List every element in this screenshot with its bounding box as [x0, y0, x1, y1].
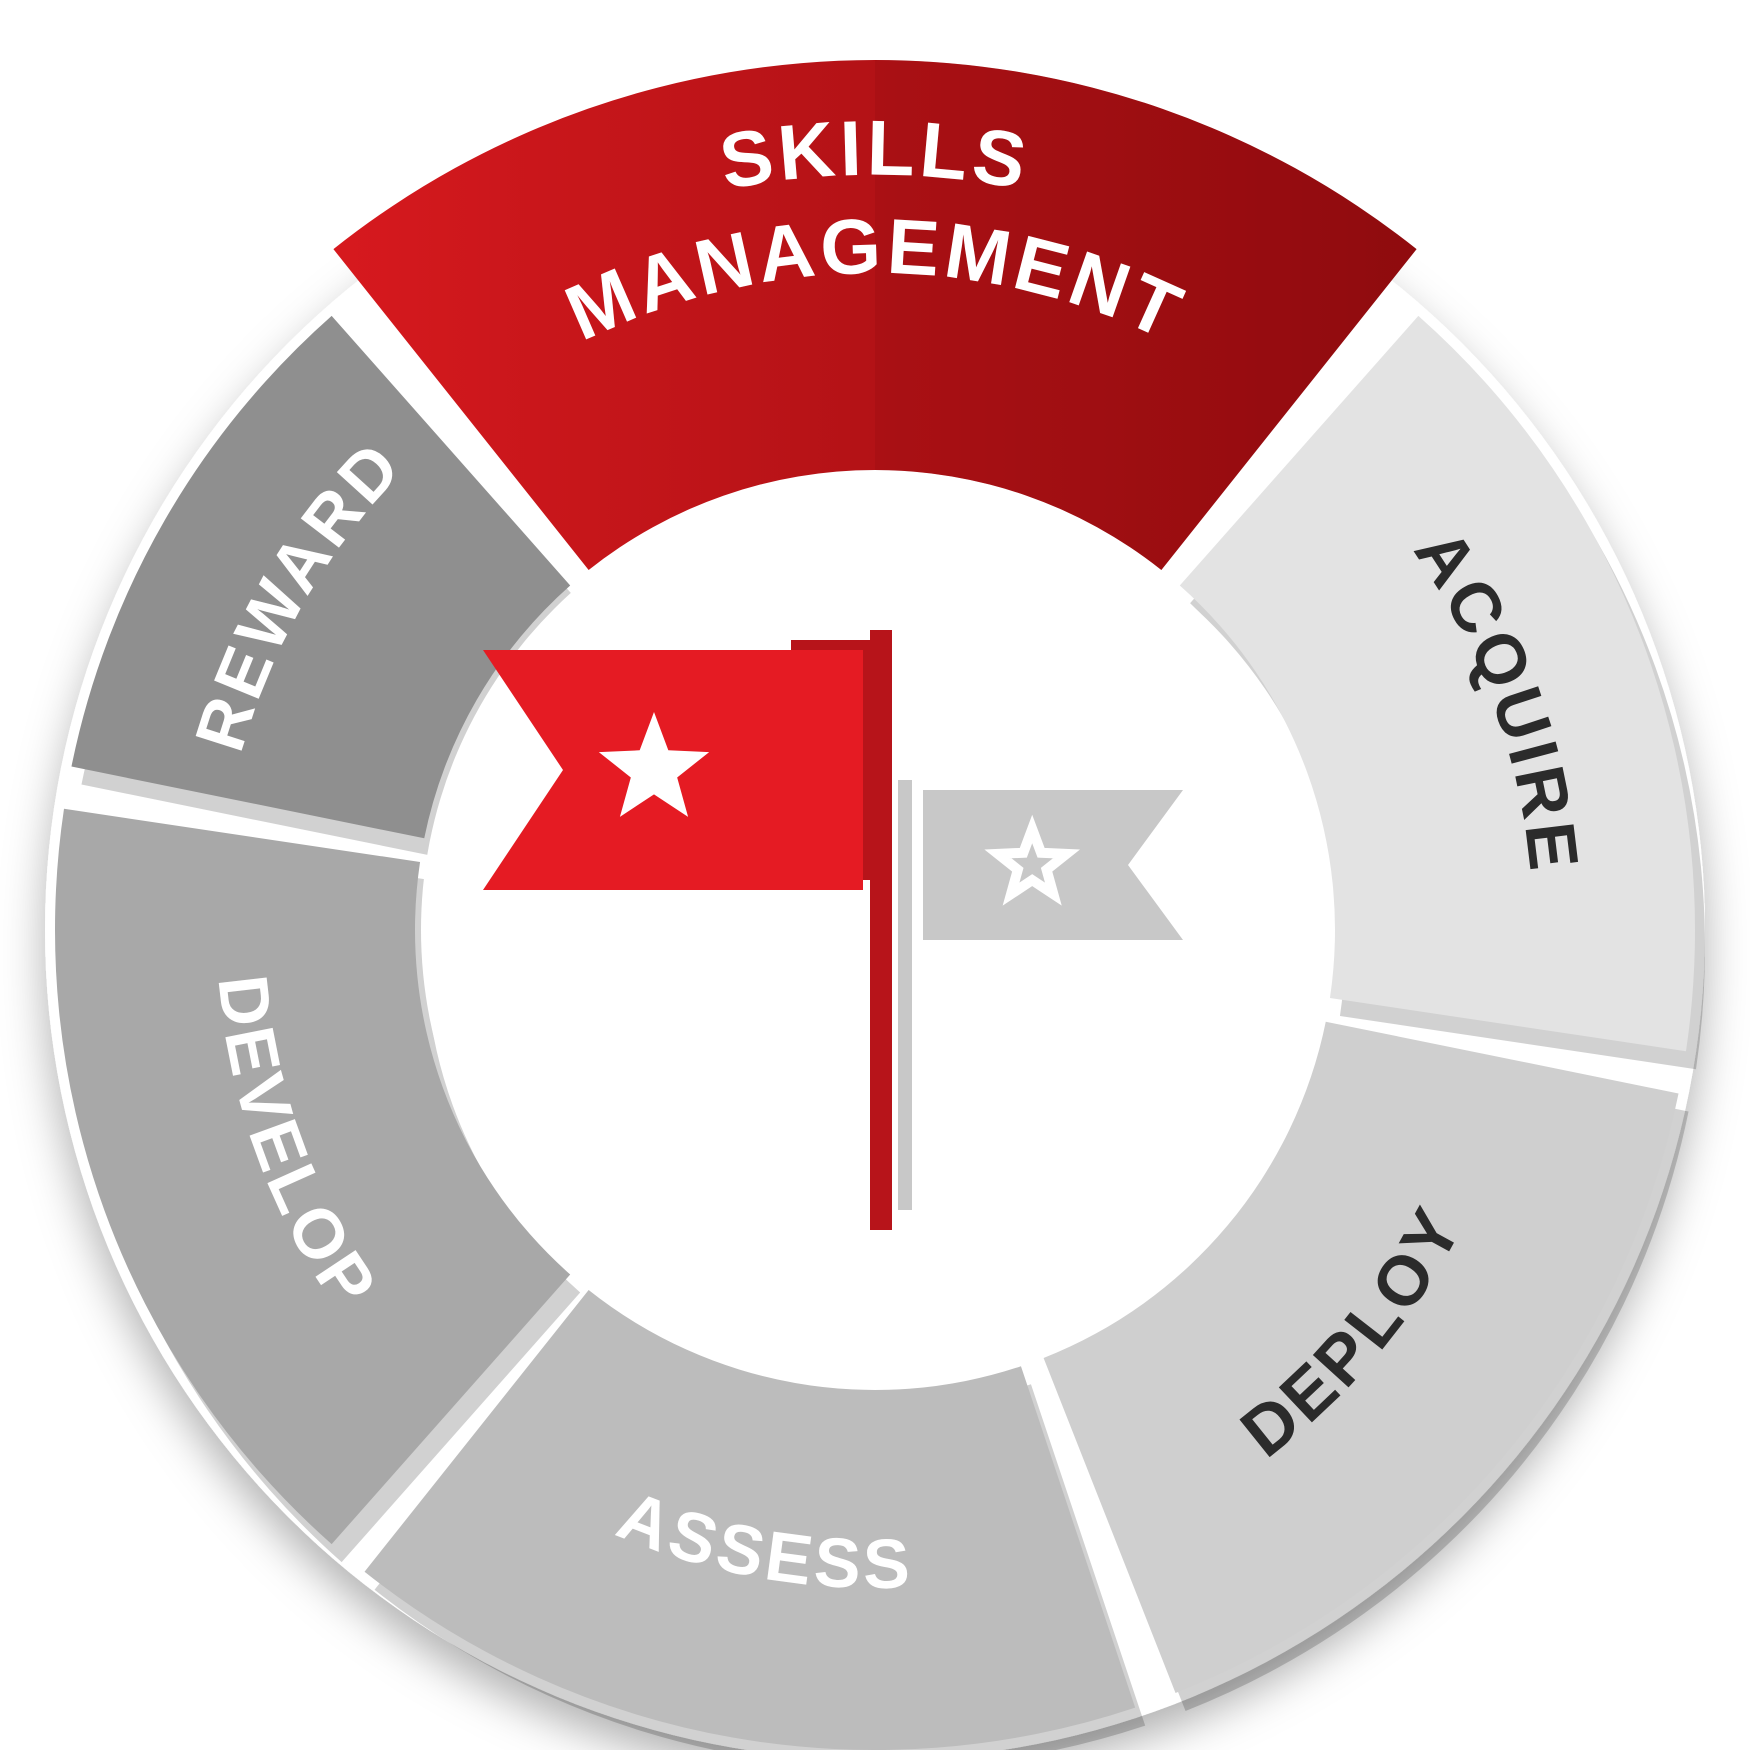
segment-label-skills-management-l1: SKILLS: [714, 103, 1037, 206]
diagram-stage: SKILLSMANAGEMENTACQUIREDEPLOYASSESSDEVEL…: [0, 0, 1750, 1750]
circular-diagram-svg: SKILLSMANAGEMENTACQUIREDEPLOYASSESSDEVEL…: [0, 0, 1750, 1750]
